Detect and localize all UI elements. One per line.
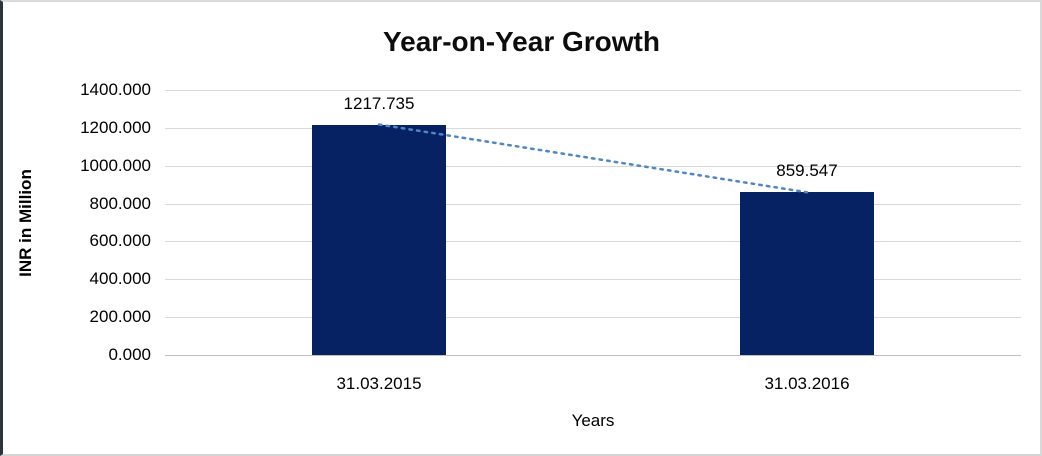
gridline xyxy=(165,90,1021,91)
bar-value-label: 859.547 xyxy=(776,161,838,181)
y-tick-label: 200.000 xyxy=(89,307,151,327)
y-tick-label: 0.000 xyxy=(108,345,151,364)
gridline xyxy=(165,127,1021,129)
bar-31.03.2016 xyxy=(740,192,874,355)
gridline xyxy=(165,279,1021,281)
y-tick-label: 1400.000 xyxy=(80,80,151,99)
gridline xyxy=(165,165,1021,167)
x-axis-line xyxy=(165,355,1021,356)
gridline xyxy=(165,317,1021,319)
x-axis-title: Years xyxy=(571,411,615,430)
y-tick-label: 800.000 xyxy=(89,193,151,213)
gridline xyxy=(165,241,1021,243)
category-label: 31.03.2016 xyxy=(764,374,850,393)
y-tick-label: 600.000 xyxy=(89,231,151,251)
y-tick-label: 400.000 xyxy=(89,269,151,289)
y-tick-label: 1200.000 xyxy=(80,117,151,137)
y-axis-title: INR in Million xyxy=(16,169,35,277)
bar-31.03.2015 xyxy=(312,124,446,355)
bar-value-label: 1217.735 xyxy=(343,93,415,113)
category-label: 31.03.2015 xyxy=(336,374,422,393)
y-tick-label: 1000.000 xyxy=(80,155,151,175)
chart-title: Year-on-Year Growth xyxy=(383,26,660,57)
gridline xyxy=(165,203,1021,205)
